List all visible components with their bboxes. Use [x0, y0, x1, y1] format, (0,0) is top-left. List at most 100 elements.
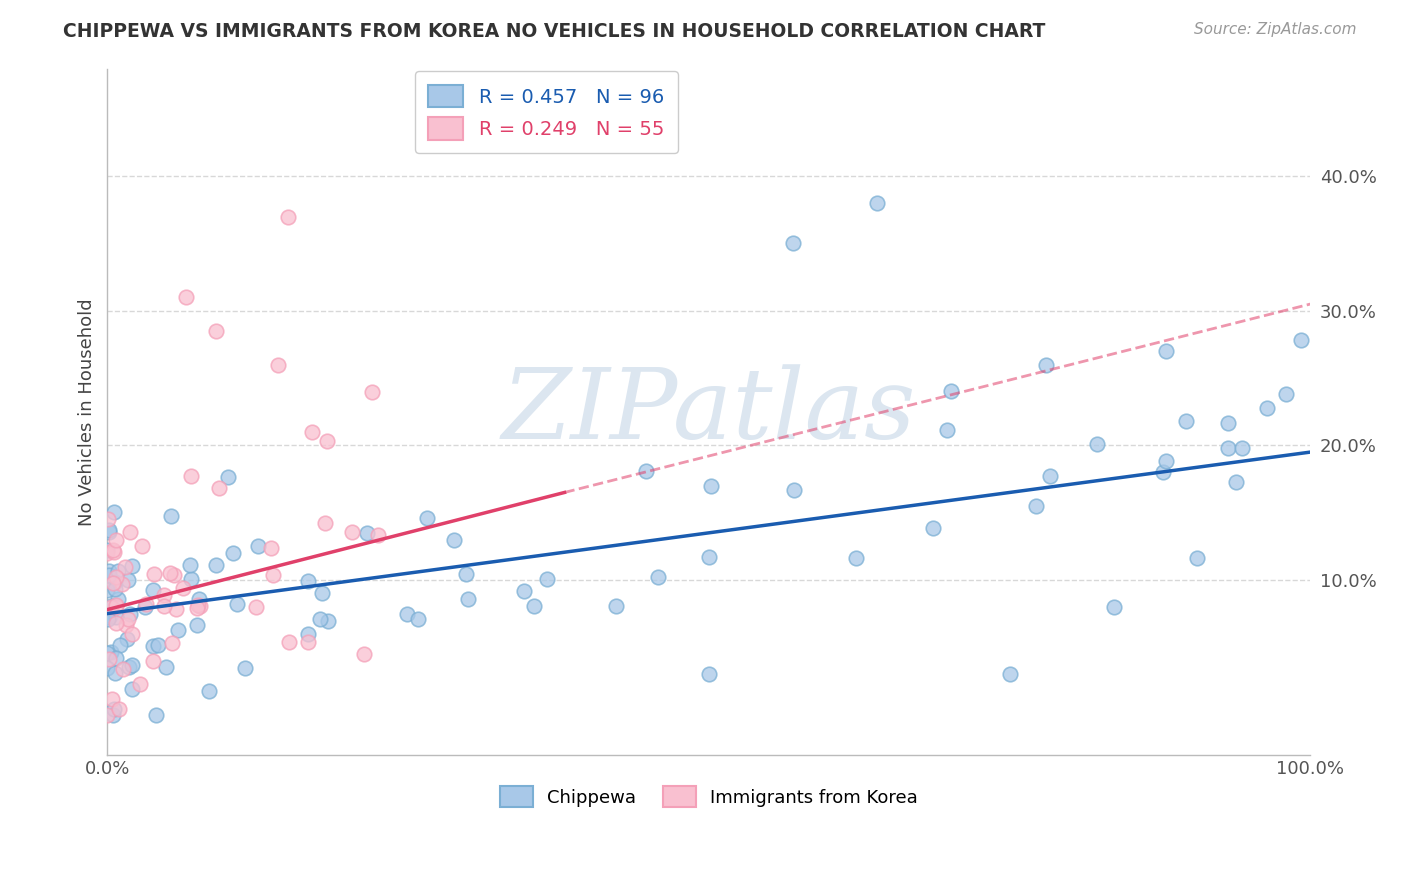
Point	[100, 599, 122, 614]
Point	[1102, 599, 1125, 614]
Point	[159, 566, 181, 580]
Point	[108, 638, 131, 652]
Point	[233, 661, 256, 675]
Text: CHIPPEWA VS IMMIGRANTS FROM KOREA NO VEHICLES IN HOUSEHOLD CORRELATION CHART: CHIPPEWA VS IMMIGRANTS FROM KOREA NO VEH…	[63, 22, 1046, 41]
Point	[936, 423, 959, 437]
Point	[101, 576, 124, 591]
Point	[316, 434, 339, 448]
Point	[103, 545, 125, 559]
Point	[117, 612, 139, 626]
Point	[115, 632, 138, 646]
Point	[97, 512, 120, 526]
Point	[129, 677, 152, 691]
Point	[845, 550, 868, 565]
Point	[697, 667, 720, 681]
Point	[103, 506, 125, 520]
Point	[96, 546, 118, 560]
Point	[104, 582, 127, 597]
Point	[107, 592, 129, 607]
Point	[180, 573, 202, 587]
Point	[96, 647, 118, 661]
Point	[104, 574, 127, 589]
Point	[415, 510, 437, 524]
Point	[297, 627, 319, 641]
Point	[297, 574, 319, 588]
Point	[97, 612, 120, 626]
Point	[262, 568, 284, 582]
Point	[101, 542, 124, 557]
Point	[208, 481, 231, 495]
Point	[523, 599, 546, 613]
Point	[105, 615, 128, 630]
Point	[180, 469, 202, 483]
Point	[105, 533, 128, 547]
Point	[98, 523, 121, 537]
Point	[104, 610, 127, 624]
Point	[142, 583, 165, 598]
Point	[121, 559, 143, 574]
Point	[104, 666, 127, 681]
Point	[96, 707, 118, 722]
Point	[98, 609, 121, 624]
Point	[1085, 437, 1108, 451]
Point	[443, 533, 465, 547]
Point	[186, 600, 208, 615]
Point	[1289, 333, 1312, 347]
Point	[998, 667, 1021, 681]
Point	[114, 559, 136, 574]
Point	[118, 607, 141, 622]
Point	[179, 558, 201, 573]
Point	[117, 573, 139, 587]
Point	[367, 527, 389, 541]
Text: ZIPatlas: ZIPatlas	[502, 364, 917, 459]
Point	[198, 684, 221, 698]
Point	[457, 592, 479, 607]
Point	[316, 614, 339, 628]
Point	[143, 566, 166, 581]
Point	[111, 577, 134, 591]
Point	[100, 599, 122, 614]
Point	[155, 660, 177, 674]
Legend: Chippewa, Immigrants from Korea: Chippewa, Immigrants from Korea	[492, 780, 925, 814]
Point	[536, 572, 558, 586]
Point	[187, 591, 209, 606]
Point	[114, 618, 136, 632]
Point	[1156, 453, 1178, 467]
Point	[145, 707, 167, 722]
Point	[277, 210, 299, 224]
Point	[314, 516, 336, 530]
Point	[356, 525, 378, 540]
Point	[1152, 465, 1174, 479]
Point	[278, 634, 301, 648]
Point	[245, 599, 267, 614]
Point	[311, 585, 333, 599]
Point	[783, 483, 806, 498]
Point	[153, 588, 176, 602]
Point	[167, 624, 190, 638]
Point	[141, 639, 163, 653]
Point	[98, 524, 121, 539]
Point	[353, 647, 375, 661]
Point	[100, 645, 122, 659]
Point	[108, 702, 131, 716]
Point	[259, 541, 281, 555]
Point	[134, 600, 156, 615]
Point	[340, 524, 363, 539]
Point	[165, 602, 187, 616]
Y-axis label: No Vehicles in Household: No Vehicles in Household	[79, 298, 96, 525]
Point	[222, 546, 245, 560]
Point	[699, 479, 721, 493]
Point	[160, 509, 183, 524]
Point	[217, 470, 239, 484]
Point	[266, 358, 288, 372]
Point	[105, 570, 128, 584]
Point	[1225, 475, 1247, 490]
Point	[1218, 441, 1240, 455]
Point	[1039, 469, 1062, 483]
Point	[96, 609, 118, 624]
Point	[111, 662, 134, 676]
Point	[118, 660, 141, 674]
Point	[204, 324, 226, 338]
Point	[634, 464, 657, 478]
Point	[1185, 550, 1208, 565]
